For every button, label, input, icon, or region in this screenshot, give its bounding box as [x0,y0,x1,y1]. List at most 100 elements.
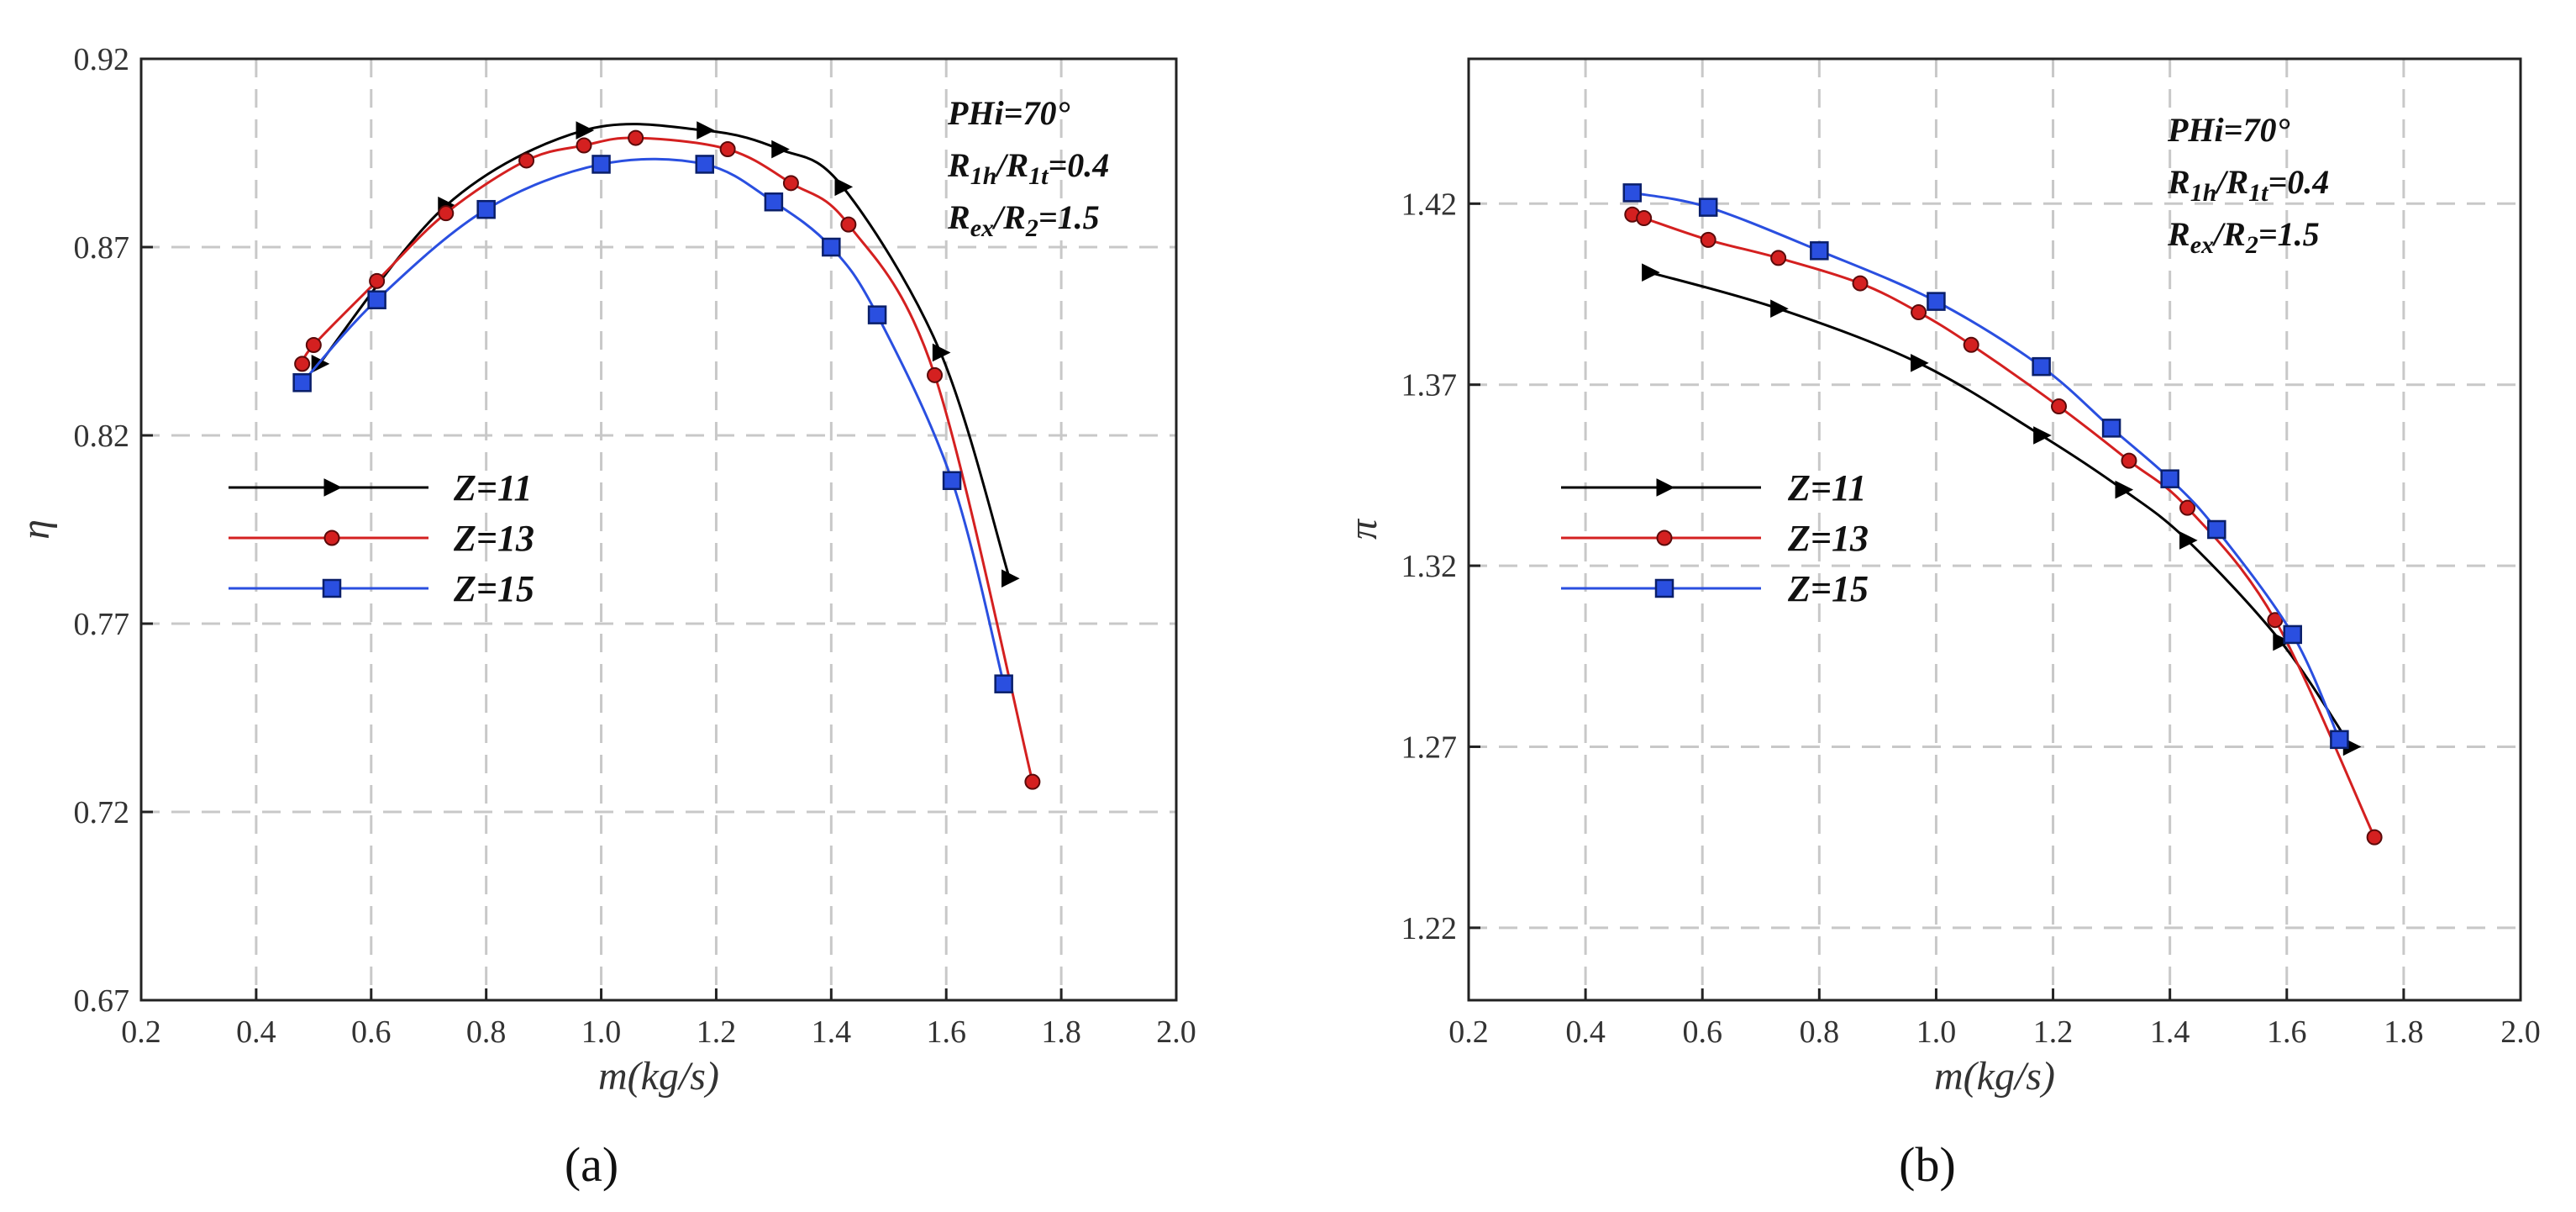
data-point-z-15 [867,305,887,324]
data-point-z-15 [695,155,715,174]
data-point-z-13 [2179,499,2196,516]
series-group-a [292,121,1041,790]
data-point-z-13 [1911,304,1927,321]
x-tick-label: 1.6 [926,1014,966,1050]
data-point-z-11 [2179,531,2198,550]
x-tick-label: 1.8 [1041,1014,1081,1050]
chart-panel-b: 0.2 0.4 0.6 0.8 1.0 1.2 1.4 1.6 1.8 2.0 1.22 1.27 1.… [1341,57,2541,1192]
y-tick-label: 1.22 [1401,911,1458,946]
x-tick-label: 0.8 [466,1014,507,1050]
x-tick-label: 1.6 [2267,1014,2307,1050]
data-point-z-15 [1622,183,1643,203]
x-tick-label: 0.4 [236,1014,276,1050]
data-point-z-15 [2032,356,2051,377]
data-point-z-15 [367,290,386,309]
x-tick-label: 1.4 [2150,1014,2190,1050]
data-point-z-11 [771,140,790,159]
data-point-z-15 [591,155,611,174]
y-tick-label: 0.67 [74,983,130,1019]
data-point-z-15 [1810,241,1829,261]
x-tick-label: 0.8 [1800,1014,1840,1050]
data-point-z-13 [1963,336,1979,353]
data-point-z-13 [518,152,535,169]
legend-label: Z=13 [1787,518,1869,559]
data-point-z-11 [1770,299,1789,319]
data-point-z-11 [2115,480,2134,499]
legend-label: Z=13 [453,518,534,559]
data-point-z-13 [1700,231,1716,248]
legend-label: Z=15 [1787,568,1869,609]
series-line-z-13 [1632,213,2376,838]
x-tick-label: 0.6 [351,1014,392,1050]
data-point-z-13 [782,175,799,192]
data-point-z-13 [719,141,736,158]
data-point-z-15 [942,471,962,491]
x-tick-label: 1.0 [1916,1014,1957,1050]
y-tick-label: 1.32 [1401,549,1458,584]
legend-marker [323,478,343,497]
data-point-z-15 [2330,730,2349,750]
x-tick-label: 0.6 [1682,1014,1722,1050]
y-tick-label: 0.87 [74,230,130,266]
series-line-z-15 [1632,191,2341,740]
data-point-z-13 [1024,773,1041,790]
data-point-z-15 [1698,198,1718,217]
annotation-1: PHi=70° [2167,111,2289,149]
plot-frame-b [1467,57,2522,1002]
data-point-z-13 [628,129,644,146]
y-tick-label: 1.27 [1401,730,1458,765]
data-point-z-15 [2207,519,2226,540]
legend-marker [1656,530,1673,546]
x-tick-label: 1.0 [581,1014,622,1050]
y-tick-label: 0.77 [74,607,130,642]
data-point-z-11 [1911,354,1929,372]
annotation-3: Rex/R2=1.5 [2167,215,2320,259]
data-point-z-13 [1852,275,1869,292]
y-tick-label: 0.72 [74,795,130,830]
data-point-z-15 [994,674,1013,693]
plot-frame-a [139,57,1178,1002]
data-point-z-13 [305,336,322,353]
x-tick-label: 0.2 [121,1014,161,1050]
plot-area-a [141,59,1176,1000]
data-point-z-15 [1927,292,1946,311]
data-point-z-15 [2283,624,2302,645]
annotation-3: Rex/R2=1.5 [947,198,1100,242]
legend-label: Z=15 [453,568,534,609]
series-line-z-15 [301,157,1006,685]
legend-marker [1656,478,1675,497]
annotation-2: R1h/R1t=0.4 [947,146,1109,190]
y-axis-label: π [1341,518,1385,540]
x-tick-label: 0.2 [1448,1014,1489,1050]
legend-marker [1654,578,1674,598]
data-point-z-13 [294,356,311,372]
x-tick-label: 2.0 [1156,1014,1196,1050]
annotation-2: R1h/R1t=0.4 [2167,163,2329,207]
y-axis-label: η [13,519,58,540]
y-tick-label: 0.92 [74,42,130,77]
data-point-z-13 [1636,210,1653,227]
data-point-z-11 [2033,426,2052,445]
y-tick-label: 1.42 [1401,187,1458,222]
data-point-z-13 [840,216,857,233]
data-point-z-11 [1642,263,1660,282]
series-group-b [1622,183,2383,846]
data-point-z-15 [764,192,784,212]
data-point-z-13 [2366,829,2383,846]
data-point-z-13 [927,366,944,383]
legend-a: Z=11 Z=13 Z=15 [229,467,534,609]
legend-b: Z=11 Z=13 Z=15 [1561,467,1869,609]
data-point-z-13 [369,272,386,289]
data-point-z-15 [2160,469,2179,488]
data-point-z-11 [697,121,715,140]
x-tick-label: 1.8 [2384,1014,2424,1050]
data-point-z-11 [932,343,951,362]
x-axis-label: m(kg/s) [598,1054,719,1099]
panel-label: (a) [565,1137,618,1192]
data-point-z-13 [1770,250,1787,266]
legend-marker [323,530,340,546]
x-tick-label: 1.4 [812,1014,852,1050]
chart-panel-a: 0.2 0.4 0.6 0.8 1.0 1.2 1.4 1.6 1.8 2.0 0.67 0.72 0.… [13,42,1196,1192]
x-tick-label: 2.0 [2500,1014,2541,1050]
